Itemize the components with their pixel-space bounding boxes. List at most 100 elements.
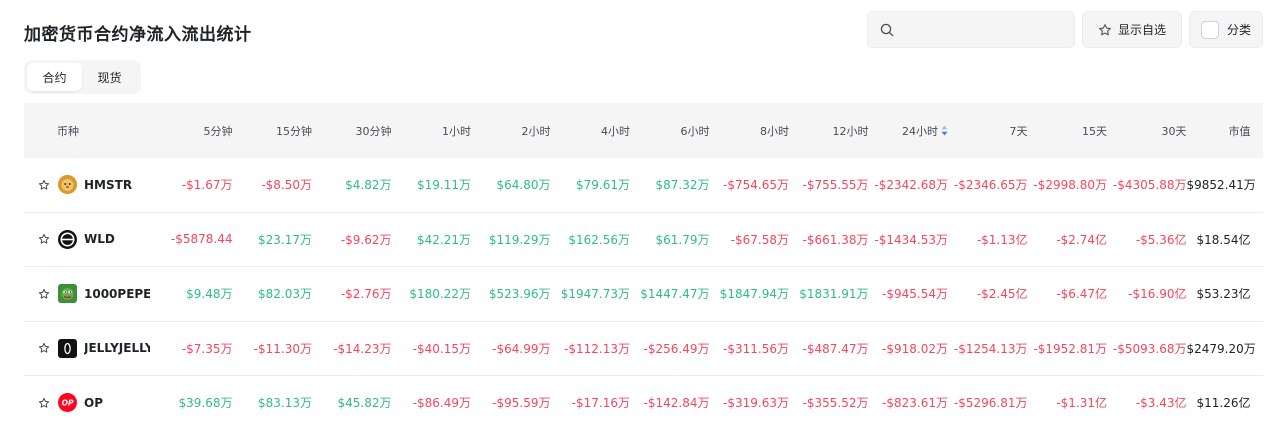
value-cell: -$5296.81万 xyxy=(953,396,1028,411)
favorite-star-icon[interactable] xyxy=(38,179,50,191)
value-cell: -$311.56万 xyxy=(723,341,789,356)
header-30d[interactable]: 30天 xyxy=(1161,124,1187,138)
coin-name[interactable]: JELLYJELLY xyxy=(84,341,150,356)
header-24h[interactable]: 24小时 xyxy=(869,123,949,139)
value-cell: -$64.99万 xyxy=(492,341,551,356)
tab-futures[interactable]: 合约 xyxy=(27,63,82,91)
table-header: 币种 5分钟 15分钟 30分钟 1小时 2小时 4小时 6小时 8小时 12小… xyxy=(24,103,1263,158)
coin-cell: JELLYJELLY xyxy=(24,338,153,358)
value-cell: -$86.49万 xyxy=(412,396,471,411)
header-7d[interactable]: 7天 xyxy=(1009,124,1028,138)
header-15m[interactable]: 15分钟 xyxy=(276,124,312,138)
svg-text:OP: OP xyxy=(62,399,74,408)
star-outline-icon xyxy=(1099,23,1111,35)
category-checkbox[interactable] xyxy=(1200,20,1219,39)
coin-name[interactable]: WLD xyxy=(84,232,115,247)
value-cell: -$2998.80万 xyxy=(1033,178,1107,193)
show-favorites-button[interactable]: 显示自选 xyxy=(1082,11,1182,48)
table-row[interactable]: HMSTR -$1.67万 -$8.50万 $4.82万 $19.11万 $64… xyxy=(24,158,1263,213)
value-cell: -$256.49万 xyxy=(643,341,710,356)
value-cell: -$11.30万 xyxy=(253,341,312,356)
header-1h[interactable]: 1小时 xyxy=(442,124,471,138)
coin-cell: HMSTR xyxy=(24,175,153,195)
value-cell: -$2.74亿 xyxy=(1056,232,1107,247)
value-cell: $45.82万 xyxy=(337,396,392,411)
value-cell: $83.13万 xyxy=(258,396,312,411)
value-cell: $1847.94万 xyxy=(719,287,789,302)
value-cell: -$661.38万 xyxy=(802,232,869,247)
value-cell: -$40.15万 xyxy=(412,341,471,356)
value-cell: -$7.35万 xyxy=(181,341,233,356)
favorite-star-icon[interactable] xyxy=(38,342,50,354)
market-cap-cell: $53.23亿 xyxy=(1196,287,1251,302)
value-cell: -$754.65万 xyxy=(723,178,789,193)
header-8h[interactable]: 8小时 xyxy=(760,124,789,138)
value-cell: -$16.90亿 xyxy=(1128,287,1187,302)
header-2h[interactable]: 2小时 xyxy=(521,124,551,138)
value-cell: -$1434.53万 xyxy=(874,232,948,247)
table-row[interactable]: JELLYJELLY -$7.35万 -$11.30万 -$14.23万 -$4… xyxy=(24,322,1263,376)
value-cell: -$1.67万 xyxy=(181,178,233,193)
value-cell: -$945.54万 xyxy=(882,287,948,302)
value-cell: -$319.63万 xyxy=(723,396,789,411)
market-cap-cell: $18.54亿 xyxy=(1196,232,1251,247)
value-cell: $42.21万 xyxy=(417,232,471,247)
page-title: 加密货币合约净流入流出统计 xyxy=(24,25,252,45)
table-row[interactable]: OP OP $39.68万 $83.13万 $45.82万 -$86.49万 -… xyxy=(24,376,1263,422)
header-5m[interactable]: 5分钟 xyxy=(203,124,233,138)
value-cell: -$95.59万 xyxy=(492,396,551,411)
tab-spot[interactable]: 现货 xyxy=(97,70,122,85)
header-15d[interactable]: 15天 xyxy=(1082,124,1107,138)
value-cell: $1947.73万 xyxy=(560,287,630,302)
header-4h[interactable]: 4小时 xyxy=(601,124,630,138)
coin-cell: OP OP xyxy=(24,393,153,413)
hamster-logo-icon xyxy=(58,175,77,195)
market-type-tabs: 合约 现货 xyxy=(24,60,141,94)
table-row[interactable]: 1000PEPE $9.48万 $82.03万 -$2.76万 $180.22万… xyxy=(24,267,1263,322)
coin-name[interactable]: 1000PEPE xyxy=(84,286,150,301)
coin-cell: 1000PEPE xyxy=(24,284,153,304)
search-input[interactable] xyxy=(902,18,1068,42)
value-cell: $9.48万 xyxy=(186,287,233,302)
value-cell: $23.17万 xyxy=(258,232,312,247)
header-6h[interactable]: 6小时 xyxy=(680,124,710,138)
search-box[interactable] xyxy=(867,11,1075,48)
value-cell: -$1.13亿 xyxy=(976,232,1028,247)
coin-name[interactable]: HMSTR xyxy=(84,177,133,192)
value-cell: -$2.76万 xyxy=(340,287,392,302)
value-cell: -$8.50万 xyxy=(261,178,312,193)
table-row[interactable]: WLD -$5878.44 $23.17万 -$9.62万 $42.21万 $1… xyxy=(24,213,1263,267)
value-cell: $162.56万 xyxy=(568,232,630,247)
market-cap-cell: $11.26亿 xyxy=(1196,396,1251,411)
value-cell: $4.82万 xyxy=(345,178,392,193)
favorite-star-icon[interactable] xyxy=(38,233,50,245)
value-cell: -$355.52万 xyxy=(802,396,869,411)
value-cell: -$823.61万 xyxy=(882,396,948,411)
value-cell: -$1254.13万 xyxy=(953,341,1028,356)
value-cell: $523.96万 xyxy=(488,287,551,302)
value-cell: -$2346.65万 xyxy=(953,178,1028,193)
favorite-star-icon[interactable] xyxy=(38,397,50,409)
coin-name[interactable]: OP xyxy=(84,395,103,410)
header-30m[interactable]: 30分钟 xyxy=(355,124,392,138)
header-24h-label: 24小时 xyxy=(902,124,938,138)
worldcoin-logo-icon xyxy=(58,229,77,249)
value-cell: -$14.23万 xyxy=(333,341,392,356)
value-cell: $82.03万 xyxy=(258,287,312,302)
coin-cell: WLD xyxy=(24,229,153,249)
header-coin[interactable]: 币种 xyxy=(57,124,79,138)
value-cell: $79.61万 xyxy=(576,178,630,193)
header-market-cap[interactable]: 市值 xyxy=(1228,124,1251,138)
header-12h[interactable]: 12小时 xyxy=(832,124,869,138)
sort-icon[interactable] xyxy=(941,125,948,136)
pepe-logo-icon xyxy=(58,284,77,304)
value-cell: $180.22万 xyxy=(409,287,471,302)
value-cell: -$3.43亿 xyxy=(1135,396,1187,411)
optimism-logo-icon: OP xyxy=(58,393,77,413)
category-button[interactable]: 分类 xyxy=(1189,11,1263,48)
value-cell: -$1952.81万 xyxy=(1033,341,1107,356)
favorite-star-icon[interactable] xyxy=(38,288,50,300)
value-cell: $19.11万 xyxy=(417,178,471,193)
value-cell: $119.29万 xyxy=(488,232,551,247)
value-cell: $1447.47万 xyxy=(640,287,710,302)
